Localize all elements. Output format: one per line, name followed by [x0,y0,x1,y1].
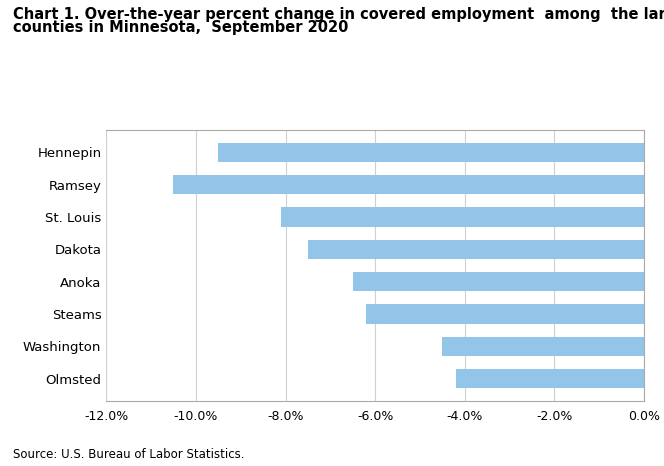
Bar [281,207,644,227]
Bar [353,272,644,292]
Text: Chart 1. Over-the-year percent change in covered employment  among  the largest: Chart 1. Over-the-year percent change in… [13,7,664,22]
Bar [442,337,644,356]
Bar [218,143,644,162]
Text: Source: U.S. Bureau of Labor Statistics.: Source: U.S. Bureau of Labor Statistics. [13,448,245,461]
Bar [367,304,644,324]
Bar [308,240,644,259]
Text: counties in Minnesota,  September 2020: counties in Minnesota, September 2020 [13,20,349,34]
Bar [173,175,644,194]
Bar [456,369,644,389]
